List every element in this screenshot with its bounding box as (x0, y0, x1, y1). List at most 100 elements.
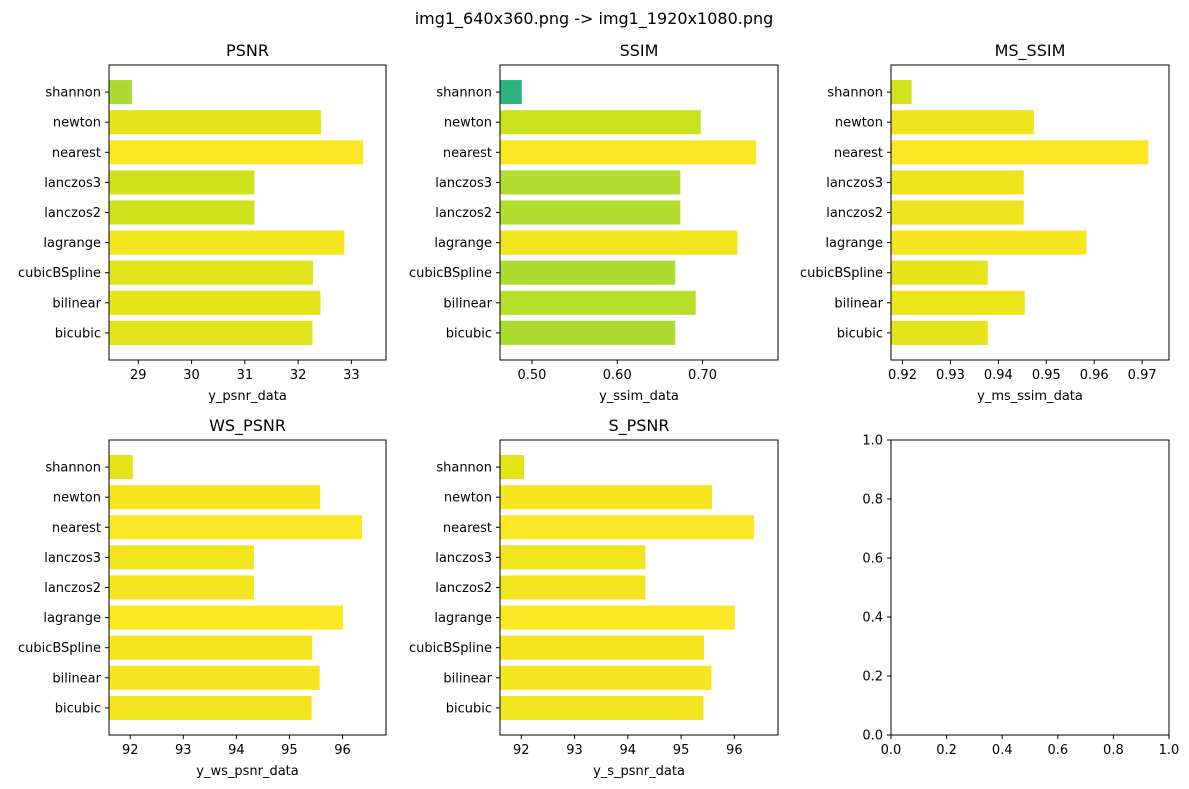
y-tick-label: bilinear (834, 296, 883, 311)
x-tick-label: 93 (566, 743, 583, 758)
y-tick-label: 0.2 (862, 670, 883, 685)
x-tick-label: 96 (726, 743, 743, 758)
panel-title: WS_PSNR (209, 416, 286, 436)
y-tick-label: lanczos3 (435, 551, 492, 566)
y-tick-label: bicubic (446, 701, 492, 716)
bar-newton (109, 110, 322, 135)
x-tick-label: 0.6 (1047, 743, 1068, 758)
y-tick-label: bicubic (55, 326, 101, 341)
x-tick-label: 0.2 (936, 743, 957, 758)
axes-frame (890, 439, 1170, 736)
bar-nearest (500, 515, 755, 540)
x-tick-label: 0.93 (936, 368, 965, 383)
x-tick-label: 94 (620, 743, 637, 758)
x-tick-label: 96 (334, 743, 351, 758)
bar-bilinear (891, 290, 1025, 315)
x-tick-label: 31 (237, 368, 254, 383)
bar-newton (109, 485, 321, 510)
y-tick-label: shannon (45, 86, 101, 101)
x-tick-label: 0.96 (1080, 368, 1109, 383)
x-tick-label: 30 (183, 368, 200, 383)
x-tick-label: 0.97 (1128, 368, 1157, 383)
panel-title: MS_SSIM (995, 41, 1066, 61)
x-tick-label: 0.94 (984, 368, 1013, 383)
bar-lanczos3 (500, 170, 681, 195)
x-tick-label: 0.0 (881, 743, 902, 758)
bar-bicubic (891, 320, 988, 345)
y-tick-label: shannon (436, 461, 492, 476)
y-tick-label: cubicBSpline (409, 266, 492, 281)
figure-title: img1_640x360.png -> img1_1920x1080.png (415, 9, 774, 29)
bar-lanczos3 (891, 170, 1024, 195)
axes-frame (108, 439, 387, 736)
bar-cubicBSpline (500, 260, 676, 285)
x-axis-label: y_psnr_data (208, 389, 287, 404)
bar-lagrange (109, 230, 345, 255)
y-tick-label: bicubic (446, 326, 492, 341)
y-tick-label: lanczos3 (435, 176, 492, 191)
y-tick-label: nearest (834, 146, 883, 161)
y-tick-label: 0.8 (862, 493, 883, 508)
y-tick-label: newton (53, 491, 101, 506)
bar-bilinear (500, 290, 696, 315)
y-tick-label: shannon (45, 461, 101, 476)
bar-nearest (109, 515, 363, 540)
panel-title: SSIM (620, 41, 659, 60)
x-tick-label: 0.95 (1032, 368, 1061, 383)
y-tick-label: lagrange (43, 236, 101, 251)
bar-shannon (500, 455, 524, 480)
bar-nearest (891, 140, 1149, 165)
axes-frame (108, 64, 387, 361)
bar-newton (500, 485, 712, 510)
bar-lanczos3 (500, 545, 646, 570)
bar-bilinear (109, 665, 320, 690)
y-tick-label: 0.4 (862, 611, 883, 626)
axes-frame (499, 439, 779, 736)
y-tick-label: bilinear (52, 296, 101, 311)
bar-lanczos2 (109, 200, 255, 225)
y-tick-label: lanczos2 (826, 206, 883, 221)
x-tick-label: 33 (343, 368, 360, 383)
x-tick-label: 0.60 (603, 368, 632, 383)
x-tick-label: 0.70 (688, 368, 717, 383)
panel-title: S_PSNR (608, 416, 669, 436)
y-tick-label: lanczos3 (44, 551, 101, 566)
y-tick-label: lanczos2 (435, 581, 492, 596)
y-tick-label: shannon (827, 86, 883, 101)
y-tick-label: lanczos2 (44, 581, 101, 596)
y-tick-label: bicubic (55, 701, 101, 716)
y-tick-label: nearest (52, 521, 101, 536)
y-tick-label: shannon (436, 86, 492, 101)
x-axis-label: y_ms_ssim_data (977, 389, 1083, 404)
bar-cubicBSpline (109, 260, 314, 285)
y-tick-label: lagrange (434, 236, 492, 251)
bar-lanczos3 (109, 170, 255, 195)
bar-cubicBSpline (109, 635, 313, 660)
y-tick-label: cubicBSpline (18, 266, 101, 281)
y-tick-label: lagrange (434, 611, 492, 626)
x-tick-label: 0.92 (888, 368, 917, 383)
bar-cubicBSpline (891, 260, 988, 285)
y-tick-label: nearest (443, 521, 492, 536)
bar-lagrange (109, 605, 344, 630)
x-tick-label: 92 (513, 743, 530, 758)
y-tick-label: newton (53, 116, 101, 131)
y-tick-label: 0.6 (862, 552, 883, 567)
bar-bicubic (109, 695, 312, 720)
y-tick-label: bilinear (443, 296, 492, 311)
y-tick-label: lagrange (43, 611, 101, 626)
bar-shannon (109, 80, 132, 105)
y-tick-label: bicubic (837, 326, 883, 341)
x-tick-label: 95 (673, 743, 690, 758)
bar-lanczos2 (500, 575, 646, 600)
bar-cubicBSpline (500, 635, 704, 660)
bar-newton (891, 110, 1034, 135)
y-tick-label: 1.0 (862, 434, 883, 449)
bar-lagrange (500, 605, 735, 630)
bar-bicubic (500, 320, 676, 345)
y-tick-label: 0.0 (862, 729, 883, 744)
bar-lanczos2 (891, 200, 1024, 225)
bar-shannon (891, 80, 912, 105)
x-axis-label: y_ws_psnr_data (196, 764, 299, 779)
bar-nearest (109, 140, 364, 165)
